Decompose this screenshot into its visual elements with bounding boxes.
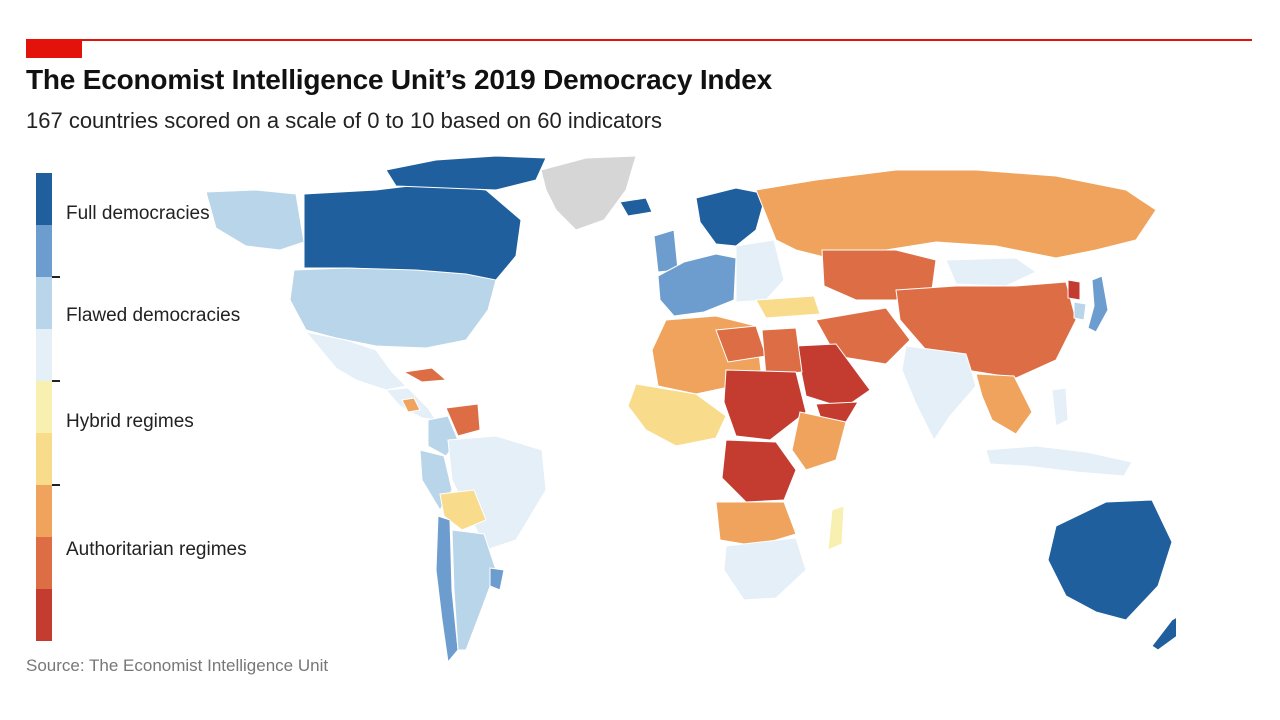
region-ethiopia-east: [791, 411, 847, 471]
legend-swatch-hybrid-high: [36, 381, 52, 433]
region-philippines: [1051, 387, 1069, 427]
region-south-korea: [1073, 301, 1087, 321]
legend-label-authoritarian-regimes: Authoritarian regimes: [66, 539, 247, 560]
legend-divider: [52, 276, 60, 278]
region-cuba: [402, 367, 448, 383]
region-uk-ireland: [653, 229, 679, 273]
region-australia: [1047, 499, 1173, 621]
economist-red-tag: [26, 39, 82, 58]
legend-swatch-full-high: [36, 173, 52, 225]
region-argentina: [451, 529, 497, 651]
region-egypt: [761, 327, 803, 377]
legend-swatch-auth-low: [36, 485, 52, 537]
region-japan: [1087, 275, 1109, 333]
legend: Full democracies Flawed democracies Hybr…: [36, 173, 266, 643]
legend-divider: [52, 484, 60, 486]
source-note: Source: The Economist Intelligence Unit: [26, 656, 329, 675]
region-mexico: [304, 331, 408, 391]
region-venezuela: [445, 403, 481, 437]
legend-label-flawed-democracies: Flawed democracies: [66, 305, 241, 326]
region-nicaragua: [401, 397, 421, 413]
legend-divider: [52, 380, 60, 382]
region-bolivia: [439, 489, 487, 531]
legend-label-full-democracies: Full democracies: [66, 203, 210, 224]
legend-label-hybrid-regimes: Hybrid regimes: [66, 411, 194, 432]
region-russia: [755, 169, 1157, 261]
legend-swatch-hybrid-low: [36, 433, 52, 485]
region-chad-sudan: [723, 369, 807, 441]
legend-swatch-full-low: [36, 225, 52, 277]
chart-title: The Economist Intelligence Unit’s 2019 D…: [26, 64, 772, 95]
region-southern-africa: [723, 537, 807, 601]
region-mongolia: [945, 257, 1037, 287]
region-uruguay: [489, 567, 505, 591]
region-western-europe: [657, 253, 737, 317]
region-canada: [303, 183, 522, 281]
region-madagascar: [827, 505, 845, 551]
region-indonesia: [985, 445, 1133, 477]
region-new-zealand: [1151, 617, 1176, 651]
region-west-africa: [627, 383, 727, 447]
region-greenland: [540, 155, 637, 231]
legend-swatch-auth-high: [36, 589, 52, 641]
region-saudi-arabia: [795, 343, 871, 409]
region-scandinavia: [695, 187, 767, 247]
legend-swatch-flawed-high: [36, 277, 52, 329]
top-rule: [26, 39, 1252, 41]
region-india: [901, 345, 977, 441]
region-north-korea: [1067, 279, 1081, 301]
region-turkey: [755, 295, 821, 319]
region-canadian-arctic: [385, 155, 547, 191]
region-drc: [721, 439, 797, 503]
legend-swatch-auth-mid: [36, 537, 52, 589]
region-mainland-southeast-asia: [975, 373, 1033, 435]
region-iceland: [619, 197, 653, 217]
region-alaska: [205, 189, 305, 251]
region-eastern-europe: [735, 239, 785, 303]
region-chile: [435, 515, 459, 664]
chart-subtitle: 167 countries scored on a scale of 0 to …: [26, 108, 662, 133]
world-map: [205, 155, 1176, 664]
legend-swatch-flawed-low: [36, 329, 52, 381]
region-usa: [289, 267, 497, 349]
